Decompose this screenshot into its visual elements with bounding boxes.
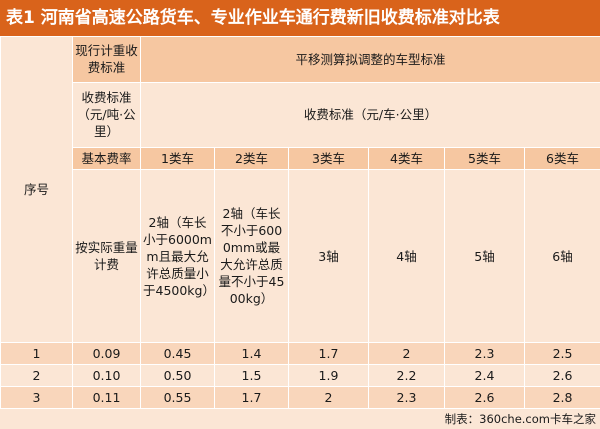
row-value: 2 xyxy=(368,342,445,365)
row-value: 2 xyxy=(288,386,369,409)
row-base-rate: 0.10 xyxy=(72,364,141,387)
class-5-header: 5类车 xyxy=(444,146,525,171)
row-value: 2.5 xyxy=(523,342,600,365)
row-value: 1.7 xyxy=(214,386,289,409)
row-value: 0.45 xyxy=(140,342,215,365)
class-2-desc: 2轴（车长不小于6000mm或最大允许总质量不小于4500kg） xyxy=(214,169,289,343)
row-value: 2.3 xyxy=(368,386,445,409)
class-2-header: 2类车 xyxy=(214,146,289,171)
footer-credit: 制表：360che.com卡车之家 xyxy=(444,412,596,426)
class-4-header: 4类车 xyxy=(368,146,445,171)
class-6-header: 6类车 xyxy=(523,146,600,171)
row-value: 2.6 xyxy=(444,386,525,409)
row-value: 2.6 xyxy=(523,364,600,387)
row-base-rate: 0.11 xyxy=(72,386,141,409)
current-rate-unit: 收费标准（元/吨·公里） xyxy=(72,81,141,148)
row-seq: 3 xyxy=(0,386,73,409)
class-1-header: 1类车 xyxy=(140,146,215,171)
row-value: 1.7 xyxy=(288,342,369,365)
toll-comparison-table: 序号 现行计重收费标准 平移测算拟调整的车型标准 收费标准（元/吨·公里） 收费… xyxy=(0,36,600,409)
class-4-desc: 4轴 xyxy=(368,169,445,343)
seq-header: 序号 xyxy=(0,36,73,343)
class-3-desc: 3轴 xyxy=(288,169,369,343)
row-value: 1.5 xyxy=(214,364,289,387)
actual-weight-label: 按实际重量计费 xyxy=(72,169,141,343)
base-rate-header: 基本费率 xyxy=(72,146,141,171)
row-value: 2.8 xyxy=(523,386,600,409)
row-value: 0.50 xyxy=(140,364,215,387)
class-6-desc: 6轴 xyxy=(523,169,600,343)
row-value: 2.4 xyxy=(444,364,525,387)
current-standard-header: 现行计重收费标准 xyxy=(72,36,141,83)
row-value: 2.3 xyxy=(444,342,525,365)
class-5-desc: 5轴 xyxy=(444,169,525,343)
table-title: 表1 河南省高速公路货车、专业作业车通行费新旧收费标准对比表 xyxy=(0,0,600,36)
table-row: 2 0.10 0.50 1.5 1.9 2.2 2.4 2.6 xyxy=(0,364,600,387)
row-base-rate: 0.09 xyxy=(72,342,141,365)
row-seq: 1 xyxy=(0,342,73,365)
table-row: 3 0.11 0.55 1.7 2 2.3 2.6 2.8 xyxy=(0,386,600,409)
class-1-desc: 2轴（车长小于6000mm且最大允许总质量小于4500kg） xyxy=(140,169,215,343)
proposed-standard-header: 平移测算拟调整的车型标准 xyxy=(139,36,600,83)
table-row: 1 0.09 0.45 1.4 1.7 2 2.3 2.5 xyxy=(0,342,600,365)
proposed-rate-unit: 收费标准（元/车·公里） xyxy=(139,81,600,148)
row-value: 1.9 xyxy=(288,364,369,387)
row-value: 1.4 xyxy=(214,342,289,365)
row-value: 2.2 xyxy=(368,364,445,387)
row-seq: 2 xyxy=(0,364,73,387)
row-value: 0.55 xyxy=(140,386,215,409)
class-3-header: 3类车 xyxy=(288,146,369,171)
